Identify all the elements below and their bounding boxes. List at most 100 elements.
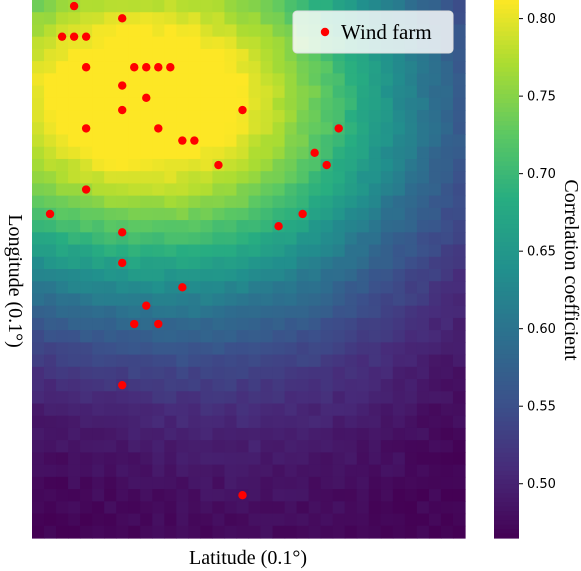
colorbar-segment <box>494 54 519 59</box>
heatmap-cell <box>80 526 93 539</box>
heatmap-cell <box>249 0 262 13</box>
heatmap-cell <box>405 416 418 429</box>
heatmap-cell <box>224 342 237 355</box>
heatmap-cell <box>393 98 406 111</box>
heatmap-cell <box>80 147 93 160</box>
heatmap-cell <box>297 61 310 74</box>
heatmap-cell <box>309 514 322 527</box>
heatmap-cell <box>429 147 442 160</box>
heatmap-cell <box>68 306 81 319</box>
wind-farm-point <box>118 228 126 236</box>
colorbar-segment <box>494 67 519 72</box>
heatmap-cell <box>417 73 430 86</box>
heatmap-cell <box>128 73 141 86</box>
colorbar-segment <box>494 229 519 234</box>
heatmap-cell <box>393 147 406 160</box>
heatmap-cell <box>188 24 201 37</box>
heatmap-cell <box>56 281 69 294</box>
heatmap-cell <box>321 526 334 539</box>
heatmap-cell <box>104 183 117 196</box>
x-axis-label: Latitude (0.1°) <box>189 547 307 569</box>
heatmap-cell <box>128 24 141 37</box>
heatmap-cell <box>104 367 117 380</box>
heatmap-cell <box>381 61 394 74</box>
heatmap-cell <box>188 477 201 490</box>
heatmap-cell <box>152 86 165 99</box>
wind-farm-point <box>298 210 306 218</box>
heatmap-cell <box>92 526 105 539</box>
heatmap-cell <box>116 245 129 258</box>
colorbar-segment <box>494 45 519 50</box>
heatmap-cell <box>441 367 454 380</box>
heatmap-cell <box>381 220 394 233</box>
colorbar-segment <box>494 386 519 391</box>
heatmap-cell <box>273 379 286 392</box>
heatmap-cell <box>249 159 262 172</box>
heatmap-cell <box>104 232 117 245</box>
heatmap-cell <box>176 171 189 184</box>
heatmap-cell <box>261 306 274 319</box>
heatmap-cell <box>236 355 249 368</box>
heatmap-cell <box>405 183 418 196</box>
wind-farm-point <box>154 124 162 132</box>
heatmap-cell <box>297 122 310 135</box>
heatmap-cell <box>104 0 117 13</box>
heatmap-cell <box>441 171 454 184</box>
heatmap-cell <box>333 269 346 282</box>
heatmap-cell <box>92 281 105 294</box>
heatmap-cell <box>441 208 454 221</box>
heatmap-cell <box>68 318 81 331</box>
heatmap-cell <box>357 208 370 221</box>
heatmap-cell <box>261 147 274 160</box>
heatmap-cell <box>309 245 322 258</box>
heatmap-cell <box>369 86 382 99</box>
heatmap-cell <box>32 501 45 514</box>
heatmap-cell <box>357 367 370 380</box>
heatmap-cell <box>429 183 442 196</box>
heatmap-cell <box>333 526 346 539</box>
heatmap-cell <box>441 330 454 343</box>
heatmap-cell <box>261 159 274 172</box>
heatmap-cell <box>273 12 286 25</box>
colorbar-segment <box>494 282 519 287</box>
heatmap-cell <box>309 135 322 148</box>
colorbar-segment <box>494 206 519 211</box>
heatmap-cell <box>321 220 334 233</box>
heatmap-cell <box>273 355 286 368</box>
heatmap-cell <box>140 122 153 135</box>
heatmap-cell <box>56 367 69 380</box>
heatmap-cell <box>164 37 177 50</box>
heatmap-cell <box>188 428 201 441</box>
heatmap-cell <box>273 293 286 306</box>
heatmap-cell <box>249 355 262 368</box>
heatmap-cell <box>429 330 442 343</box>
heatmap-cell <box>333 147 346 160</box>
colorbar-segment <box>494 27 519 32</box>
heatmap-cell <box>357 318 370 331</box>
wind-farm-point <box>322 161 330 169</box>
heatmap-cell <box>236 122 249 135</box>
heatmap-cell <box>80 440 93 453</box>
heatmap-cell <box>104 208 117 221</box>
heatmap-cell <box>152 501 165 514</box>
heatmap-cell <box>56 342 69 355</box>
heatmap-cell <box>212 281 225 294</box>
colorbar-segment <box>494 22 519 27</box>
wind-farm-point <box>238 106 246 114</box>
heatmap-cell <box>212 245 225 258</box>
heatmap-cell <box>381 122 394 135</box>
heatmap-cell <box>297 342 310 355</box>
heatmap-cell <box>405 404 418 417</box>
heatmap-cell <box>261 110 274 123</box>
heatmap-cell <box>441 232 454 245</box>
heatmap-cell <box>68 98 81 111</box>
heatmap-cell <box>152 98 165 111</box>
heatmap-cell <box>188 147 201 160</box>
heatmap-cell <box>32 171 45 184</box>
heatmap-cell <box>261 0 274 13</box>
heatmap-cell <box>176 0 189 13</box>
colorbar-segment <box>494 161 519 166</box>
heatmap-cell <box>297 379 310 392</box>
heatmap-cell <box>369 306 382 319</box>
heatmap-cell <box>176 183 189 196</box>
